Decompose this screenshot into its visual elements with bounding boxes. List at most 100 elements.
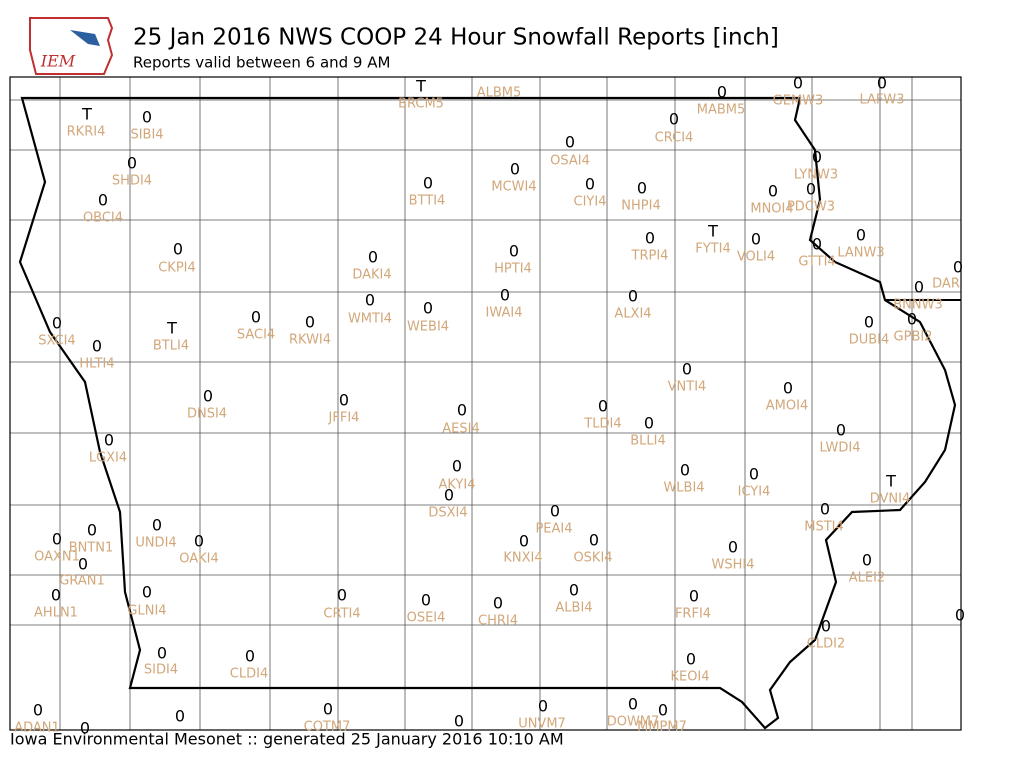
station-value: 0 xyxy=(519,532,529,551)
station-value: 0 xyxy=(569,581,579,600)
station-id: GEMW3 xyxy=(773,94,824,109)
station-value: 0 xyxy=(493,594,503,613)
station-id: CIYI4 xyxy=(574,195,607,210)
station-value: 0 xyxy=(749,465,759,484)
station-value: 0 xyxy=(454,712,464,731)
station-id: AMOI4 xyxy=(766,399,808,414)
station-id: OSKI4 xyxy=(573,551,612,566)
station-id: IWAI4 xyxy=(486,306,523,321)
station-value: 0 xyxy=(510,160,520,179)
station-id: MCWI4 xyxy=(491,180,536,195)
station-value: 0 xyxy=(339,391,349,410)
station-value: 0 xyxy=(444,486,454,505)
station-id: WLBI4 xyxy=(663,481,704,496)
station-value: 0 xyxy=(92,337,102,356)
station-value: 0 xyxy=(751,230,761,249)
station-id: WMTI4 xyxy=(348,312,392,327)
station-value: 0 xyxy=(51,586,61,605)
station-value: 0 xyxy=(907,310,917,329)
station-id: GTTI4 xyxy=(798,255,835,270)
station-id: ADAN1 xyxy=(14,721,60,736)
station-value: 0 xyxy=(323,700,333,719)
station-id: GLNI4 xyxy=(127,604,166,619)
station-id: MSTI4 xyxy=(804,520,844,535)
station-value: 0 xyxy=(682,360,692,379)
station-id: SXCI4 xyxy=(38,334,75,349)
station-value: 0 xyxy=(914,278,924,297)
station-id: UNDI4 xyxy=(135,536,176,551)
station-value: 0 xyxy=(157,644,167,663)
station-value: 0 xyxy=(628,695,638,714)
station-value: 0 xyxy=(728,538,738,557)
station-value: 0 xyxy=(565,133,575,152)
station-value: 0 xyxy=(421,591,431,610)
station-value: 0 xyxy=(142,583,152,602)
station-id: NHPI4 xyxy=(621,199,660,214)
logo: IEM xyxy=(29,17,114,75)
station-value: 0 xyxy=(538,697,548,716)
station-value: 0 xyxy=(457,401,467,420)
station-id: DAR xyxy=(932,277,960,292)
station-id: MABM5 xyxy=(697,103,746,118)
station-value: 0 xyxy=(52,530,62,549)
station-value: 0 xyxy=(173,240,183,259)
station-value: T xyxy=(166,319,177,338)
station-value: 0 xyxy=(689,587,699,606)
station-value: 0 xyxy=(686,650,696,669)
station-value: 0 xyxy=(821,617,831,636)
station-value: 0 xyxy=(836,421,846,440)
station-id: SIBI4 xyxy=(130,128,163,143)
station-id: PEAI4 xyxy=(535,522,572,537)
station-value: 0 xyxy=(783,379,793,398)
station-id: BTTI4 xyxy=(409,194,446,209)
station-id: CLDI4 xyxy=(230,667,268,682)
station-value: 0 xyxy=(637,179,647,198)
station-value: 0 xyxy=(812,148,822,167)
station-value: 0 xyxy=(423,174,433,193)
logo-icon xyxy=(70,30,100,46)
station-id: KNXI4 xyxy=(503,551,542,566)
station-value: T xyxy=(885,472,896,491)
station-id: LGXI4 xyxy=(89,451,127,466)
station-id: OAXN1 xyxy=(34,550,80,565)
station-id: CRTI4 xyxy=(323,607,360,622)
station-value: 0 xyxy=(856,226,866,245)
station-value: 0 xyxy=(500,286,510,305)
station-id: TRPI4 xyxy=(631,249,669,264)
station-id: BLLI4 xyxy=(630,434,666,449)
station-value: 0 xyxy=(368,248,378,267)
station-id: MNOI4 xyxy=(750,202,793,217)
station-id: BNNW3 xyxy=(893,298,943,313)
logo-text: IEM xyxy=(40,52,76,71)
station-value: 0 xyxy=(33,701,43,720)
station-id: AESI4 xyxy=(442,422,479,437)
station-value: 0 xyxy=(585,175,595,194)
title: 25 Jan 2016 NWS COOP 24 Hour Snowfall Re… xyxy=(133,25,779,51)
station-id: LANW3 xyxy=(837,246,884,261)
station-value: 0 xyxy=(142,108,152,127)
station-value: 0 xyxy=(80,719,90,738)
footer: Iowa Environmental Mesonet :: generated … xyxy=(10,730,564,749)
station-id: UNVM7 xyxy=(518,717,566,732)
station-value: 0 xyxy=(680,461,690,480)
station-value: 0 xyxy=(152,516,162,535)
station-id: LAFW3 xyxy=(859,93,904,108)
station-id: LWDI4 xyxy=(819,441,860,456)
station-id: ALBM5 xyxy=(477,86,522,101)
station-id: DNSI4 xyxy=(187,407,227,422)
station-value: 0 xyxy=(452,457,462,476)
station-id: CRCI4 xyxy=(655,131,694,146)
station-value: 0 xyxy=(877,74,887,93)
map-frame xyxy=(9,76,962,731)
state-border xyxy=(18,96,957,730)
station-value: 0 xyxy=(365,291,375,310)
station-value: 0 xyxy=(589,531,599,550)
station-value: 0 xyxy=(194,532,204,551)
station-id: DOWM7 xyxy=(607,715,660,730)
station-value: 0 xyxy=(104,431,114,450)
station-value: 0 xyxy=(245,647,255,666)
station-value: 0 xyxy=(628,287,638,306)
station-id: CLDI2 xyxy=(807,637,845,652)
station-id: SIDI4 xyxy=(144,663,178,678)
